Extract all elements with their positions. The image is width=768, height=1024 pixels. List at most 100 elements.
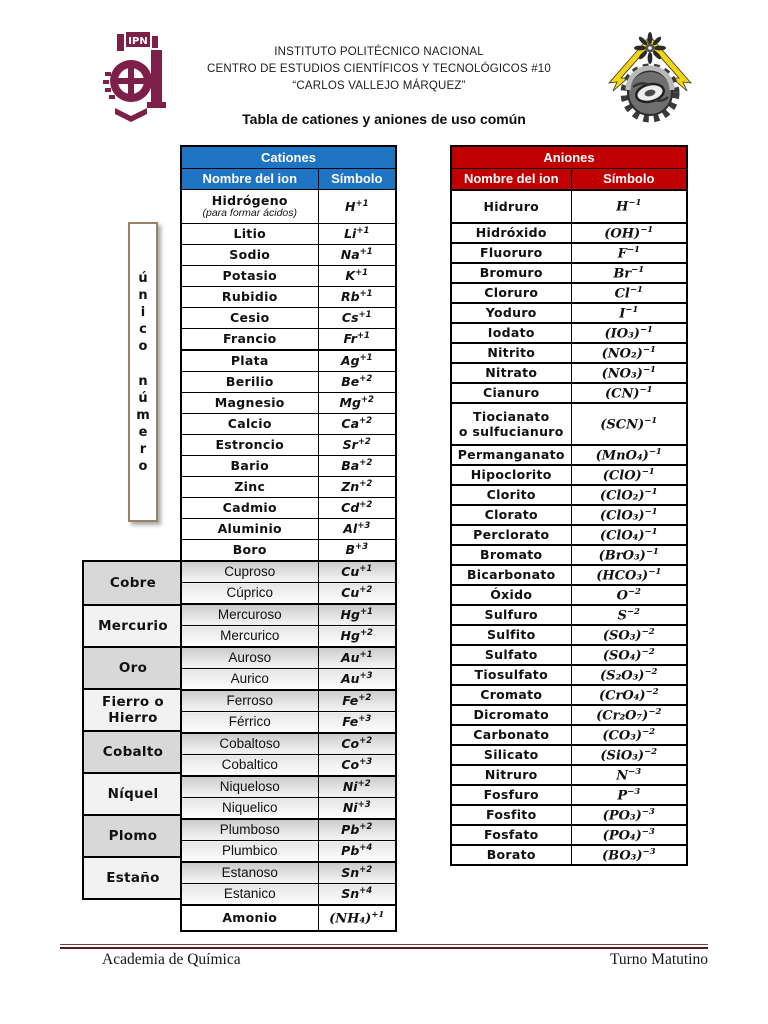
cation-row: Boro B+3 <box>180 539 397 562</box>
note-letter: i <box>140 304 146 320</box>
anion-row: Hidróxido (OH)−1 <box>450 222 688 244</box>
ion-name-cell: Fosfuro <box>450 784 572 806</box>
ion-name-cell: Fosfito <box>450 804 572 826</box>
ion-name-cell: Hidróxido <box>450 222 572 244</box>
group-label-8: Estaño <box>84 856 182 898</box>
ion-name-cell: Potasio <box>180 265 319 287</box>
ion-symbol-cell: Pb+2 <box>317 818 397 841</box>
cation-row: Magnesio Mg+2 <box>180 392 397 414</box>
cation-row: Plumboso Pb+2 <box>180 818 397 841</box>
column-header-name: Nombre del ion <box>180 168 319 190</box>
ion-charge: +1 <box>359 564 373 575</box>
ion-charge: −1 <box>644 486 658 497</box>
table-title-row: Cationes <box>180 145 397 169</box>
ion-symbol-cell: Ba+2 <box>317 455 397 477</box>
ion-symbol-cell: Br−1 <box>570 262 688 284</box>
ion-name-cell: Sulfuro <box>450 604 572 626</box>
ion-name-cell: Bromuro <box>450 262 572 284</box>
note-letter: n <box>138 373 148 389</box>
ion-charge: −1 <box>631 264 645 275</box>
ion-charge: +3 <box>359 671 373 682</box>
ion-charge: +3 <box>354 542 369 553</box>
cation-row: Cadmio Cd+2 <box>180 497 397 519</box>
ion-name-cell: Cadmio <box>180 497 319 519</box>
ion-symbol: (SCN) <box>600 416 645 432</box>
ion-charge: +4 <box>359 886 373 897</box>
cation-row: Calcio Ca+2 <box>180 413 397 435</box>
ion-symbol: Cl <box>614 285 630 301</box>
ion-symbol-cell: Hg+2 <box>317 625 397 648</box>
anion-row: Silicato (SiO₃)−2 <box>450 744 688 766</box>
ion-symbol: (Cr₂O₇) <box>596 707 649 723</box>
ion-charge: +1 <box>356 226 370 237</box>
ion-charge: +1 <box>359 607 373 618</box>
ion-symbol: (HCO₃) <box>596 567 649 583</box>
ion-symbol: Ag <box>340 353 360 369</box>
cation-row: Niqueloso Ni+2 <box>180 775 397 798</box>
ion-name-cell: Aluminio <box>180 518 319 540</box>
anion-row: Perclorato (ClO₄)−1 <box>450 524 688 546</box>
ion-charge: −2 <box>627 586 641 597</box>
group-label: Plomo <box>108 828 158 844</box>
cation-row: Plumbico Pb+4 <box>180 840 397 863</box>
note-letter: o <box>138 338 148 354</box>
ion-symbol-cell: Na+1 <box>317 244 397 266</box>
ion-charge: +2 <box>359 585 373 596</box>
anion-row: Dicromato (Cr₂O₇)−2 <box>450 704 688 726</box>
ion-symbol-cell: Pb+4 <box>317 840 397 863</box>
ion-symbol-cell: (SCN)−1 <box>570 402 688 446</box>
anion-row: Sulfuro S−2 <box>450 604 688 626</box>
ion-symbol: (CN) <box>604 385 640 401</box>
anion-row: Hidruro H−1 <box>450 189 688 224</box>
cation-row: Sodio Na+1 <box>180 244 397 266</box>
ion-name-cell: Estanoso <box>180 861 319 884</box>
cation-row: Férrico Fe+3 <box>180 711 397 734</box>
ion-symbol: Fe <box>342 714 359 730</box>
ion-symbol: Mg <box>339 395 361 411</box>
table-title: Aniones <box>450 145 688 169</box>
ion-symbol: Au <box>340 671 360 687</box>
ion-symbol-cell: (ClO₂)−1 <box>570 484 688 506</box>
ion-symbol: Fr <box>343 331 357 347</box>
cation-row: Cesio Cs+1 <box>180 307 397 329</box>
anion-row: Tiosulfato (S₂O₃)−2 <box>450 664 688 686</box>
ion-symbol: O <box>616 587 628 603</box>
anion-row: Cromato (CrO₄)−2 <box>450 684 688 706</box>
ion-name-cell: Tiosulfato <box>450 664 572 686</box>
anion-row: Fosfito (PO₃)−3 <box>450 804 688 826</box>
anion-row: Bromato (BrO₃)−1 <box>450 544 688 566</box>
table-title-row: Aniones <box>450 145 688 169</box>
cation-row: Ferroso Fe+2 <box>180 689 397 712</box>
ion-charge: −1 <box>625 304 639 315</box>
ion-charge: −1 <box>639 324 653 335</box>
ion-symbol-cell: (SO₃)−2 <box>570 624 688 646</box>
institution-header: INSTITUTO POLITÉCNICO NACIONAL CENTRO DE… <box>174 44 584 95</box>
ion-charge: +2 <box>359 628 373 639</box>
ion-symbol-cell: (MnO₄)−1 <box>570 444 688 466</box>
cation-row: Francio Fr+1 <box>180 328 397 351</box>
ion-charge: −2 <box>644 666 658 677</box>
ion-symbol: I <box>619 305 626 321</box>
ion-symbol-cell: (BO₃)−3 <box>570 844 688 866</box>
ion-symbol-cell: (CO₃)−2 <box>570 724 688 746</box>
group-label-2: Mercurio <box>84 604 182 646</box>
group-label: Níquel <box>107 786 159 802</box>
ion-symbol-cell: Li+1 <box>317 223 397 245</box>
footer-left-label: Academia de Química <box>102 951 241 968</box>
ion-name-cell: Silicato <box>450 744 572 766</box>
ion-symbol-cell: Mg+2 <box>317 392 397 414</box>
ion-symbol: Rb <box>340 289 360 305</box>
ion-charge: +2 <box>359 822 373 833</box>
note-letter: c <box>139 321 147 337</box>
anion-row: Iodato (IO₃)−1 <box>450 322 688 344</box>
note-letter: ú <box>138 270 148 286</box>
ion-symbol: (NO₂) <box>601 345 643 361</box>
group-label-5: Cobalto <box>84 730 182 772</box>
group-label: Cobre <box>109 575 157 591</box>
cation-row: Aurico Au+3 <box>180 668 397 691</box>
ion-name-cell: Mercuroso <box>180 603 319 626</box>
anion-row: Hipoclorito (ClO)−1 <box>450 464 688 486</box>
ion-charge: −1 <box>648 566 662 577</box>
ion-name-cell: Cromato <box>450 684 572 706</box>
ion-symbol-cell: (ClO₃)−1 <box>570 504 688 526</box>
